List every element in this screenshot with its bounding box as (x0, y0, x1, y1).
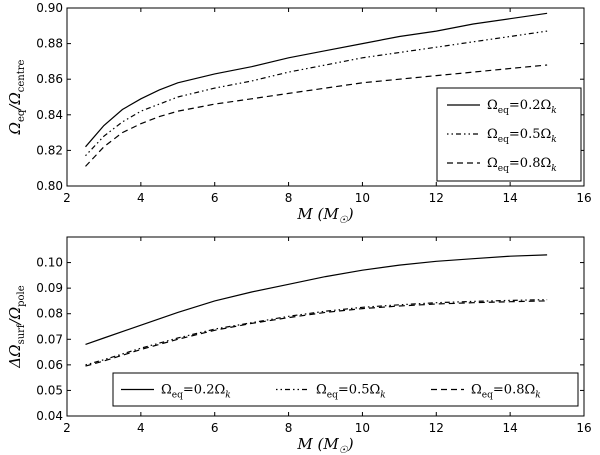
x-tick-label: 12 (429, 421, 444, 435)
y-tick-label: 0.84 (36, 108, 63, 122)
y-tick-label: 0.82 (36, 143, 63, 157)
legend-box (112, 372, 579, 407)
x-tick-label: 6 (211, 421, 219, 435)
series-line-2 (85, 299, 548, 366)
x-tick-label: 8 (285, 421, 293, 435)
x-tick-label: 12 (429, 191, 444, 205)
y-tick-label: 0.07 (36, 332, 63, 346)
x-tick-label: 10 (355, 191, 370, 205)
legend-label-2: Ωeq=0.5Ωk (316, 383, 386, 401)
y-tick-label: 0.86 (36, 72, 63, 86)
y-tick-label: 0.80 (36, 179, 63, 193)
y-tick-label: 0.90 (36, 1, 63, 15)
y-tick-label: 0.05 (36, 383, 63, 397)
x-tick-label: 8 (285, 191, 293, 205)
y-tick-label: 0.04 (36, 409, 63, 423)
x-tick-label: 4 (137, 421, 145, 435)
x-axis-label: M (M☉) (296, 205, 353, 226)
x-tick-label: 10 (355, 421, 370, 435)
x-tick-label: 4 (137, 191, 145, 205)
series-line-3 (85, 300, 548, 367)
plot-frame (66, 7, 585, 187)
series-line-1 (85, 254, 548, 345)
legend-label-3: Ωeq=0.8Ωk (487, 156, 557, 174)
legend-label-2: Ωeq=0.5Ωk (487, 127, 557, 145)
x-tick-label: 14 (503, 421, 518, 435)
x-tick-label: 6 (211, 191, 219, 205)
chart-panel-2: 2 4 6 8 10 12 14 16 0.04 0.05 0.06 0.07 0.08 0.09 0.10… (6, 236, 592, 455)
legend-label-1: Ωeq=0.2Ωk (487, 98, 557, 116)
series-line-2 (85, 30, 548, 157)
y-tick-label: 0.88 (36, 37, 63, 51)
x-tick-label: 16 (576, 421, 591, 435)
y-tick-label: 0.10 (36, 256, 63, 270)
legend: Ωeq=0.2Ωk Ωeq=0.5Ωk Ωeq=0.8Ωk (436, 87, 582, 182)
y-axis-label: ΔΩsurf/Ωpole (6, 285, 27, 368)
y-axis-label: Ωeq/Ωcentre (6, 59, 27, 135)
x-tick-label: 16 (576, 191, 591, 205)
x-tick-label: 2 (63, 191, 71, 205)
x-tick-label: 14 (503, 191, 518, 205)
legend-label-1: Ωeq=0.2Ωk (161, 383, 231, 401)
y-tick-label: 0.08 (36, 307, 63, 321)
chart-panel-1: 2 4 6 8 10 12 14 16 0.80 0.82 0.84 0.86 0.88 0.90 M (M… (6, 1, 592, 226)
y-tick-label: 0.09 (36, 281, 63, 295)
legend-label-3: Ωeq=0.8Ωk (471, 383, 541, 401)
x-tick-label: 2 (63, 421, 71, 435)
x-axis-label: M (M☉) (296, 435, 353, 455)
y-tick-label: 0.06 (36, 358, 63, 372)
series-line-1 (85, 12, 548, 148)
plot-frame (66, 236, 585, 417)
legend: Ωeq=0.2Ωk Ωeq=0.5Ωk Ωeq=0.8Ωk (112, 372, 579, 407)
series-line-3 (85, 64, 548, 167)
